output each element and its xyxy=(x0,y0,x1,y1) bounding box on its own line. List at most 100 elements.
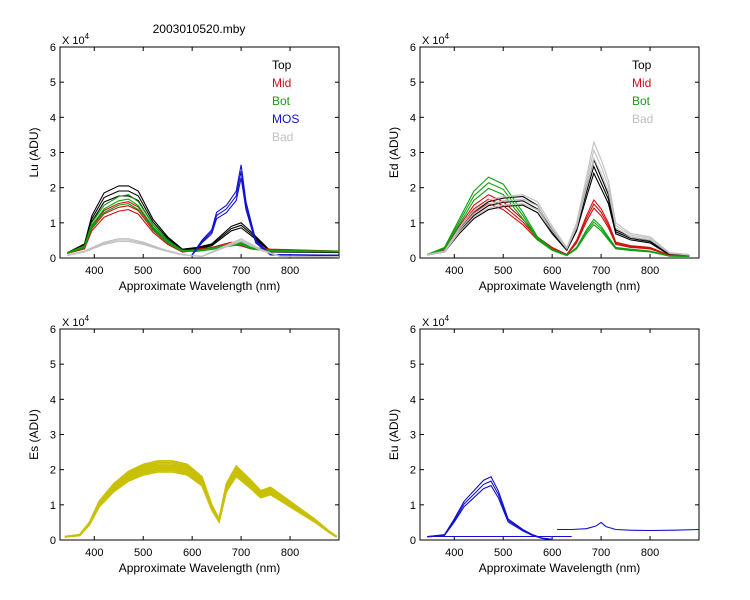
ed-series-bad xyxy=(427,148,690,256)
lu-series-mid xyxy=(67,201,339,254)
ed-xtick-label: 800 xyxy=(641,265,659,277)
es-ytick-label: 5 xyxy=(50,359,56,371)
eu-xtick-label: 800 xyxy=(641,547,659,559)
es-xlabel: Approximate Wavelength (nm) xyxy=(119,561,281,575)
ed-ytick-label: 2 xyxy=(410,183,416,195)
eu-panel: 0 1 2 3 4 5 6 400 500 600 700 800 X 104 Approximate W… xyxy=(387,314,700,575)
eu-series-eu xyxy=(427,480,553,540)
ed-series-top xyxy=(427,164,690,256)
ed-series-mid xyxy=(427,202,690,257)
lu-xtick-label: 800 xyxy=(281,265,299,277)
ed-xlabel: Approximate Wavelength (nm) xyxy=(479,279,641,293)
lu-series-top xyxy=(67,190,339,254)
es-ylabel: Es (ADU) xyxy=(27,409,41,460)
lu-legend-bot: Bot xyxy=(272,94,291,108)
lu-legend-mid: Mid xyxy=(272,76,291,90)
lu-ytick-label: 3 xyxy=(50,148,56,160)
eu-ytick-label: 3 xyxy=(410,430,416,442)
lu-series-mid xyxy=(67,209,339,255)
lu-panel: 0 1 2 3 4 5 6 400 500 600 700 800 X 104 Approximate W… xyxy=(27,32,340,293)
lu-ytick-label: 0 xyxy=(50,253,56,265)
eu-ytick-label: 6 xyxy=(410,324,416,336)
ed-legend-mid: Mid xyxy=(632,76,651,90)
lu-xtick-label: 400 xyxy=(85,265,103,277)
ed-legend-bot: Bot xyxy=(632,94,651,108)
lu-xtick-label: 600 xyxy=(183,265,201,277)
eu-xtick-label: 400 xyxy=(445,547,463,559)
ed-xtick-label: 500 xyxy=(494,265,512,277)
eu-exponent-label: X 104 xyxy=(422,314,450,329)
es-ytick-label: 3 xyxy=(50,430,56,442)
eu-xtick-label: 600 xyxy=(543,547,561,559)
eu-xtick-label: 700 xyxy=(592,547,610,559)
es-ytick-label: 4 xyxy=(50,394,56,406)
es-exponent-label: X 104 xyxy=(62,314,90,329)
ed-ytick-label: 3 xyxy=(410,148,416,160)
lu-series-bot xyxy=(67,198,339,254)
lu-ytick-label: 2 xyxy=(50,183,56,195)
eu-ytick-label: 1 xyxy=(410,500,416,512)
es-xtick-label: 800 xyxy=(281,547,299,559)
ed-series-bad xyxy=(427,156,690,256)
ed-xtick-label: 400 xyxy=(445,265,463,277)
lu-series-bot xyxy=(67,203,339,255)
ed-legend-bad: Bad xyxy=(632,112,653,126)
lu-xtick-label: 500 xyxy=(134,265,152,277)
ed-ytick-label: 5 xyxy=(410,77,416,89)
lu-series-mos xyxy=(191,164,339,256)
ed-series-top xyxy=(427,171,690,257)
es-series-es xyxy=(64,471,338,538)
lu-series-bot xyxy=(67,194,339,254)
es-xtick-label: 500 xyxy=(134,547,152,559)
lu-legend-bad: Bad xyxy=(272,130,293,144)
lu-ytick-label: 5 xyxy=(50,77,56,89)
es-ytick-label: 2 xyxy=(50,465,56,477)
lu-xtick-label: 700 xyxy=(232,265,250,277)
es-panel: 0 1 2 3 4 5 6 400 500 600 700 800 X 104 Approximate W… xyxy=(27,314,340,575)
lu-ytick-label: 1 xyxy=(50,218,56,230)
ed-ylabel: Ed (ADU) xyxy=(387,127,401,178)
ed-ytick-label: 4 xyxy=(410,112,416,124)
lu-legend-mos: MOS xyxy=(272,112,299,126)
lu-series-top xyxy=(67,185,339,254)
ed-ytick-label: 0 xyxy=(410,253,416,265)
eu-ytick-label: 5 xyxy=(410,359,416,371)
lu-exponent-power: 4 xyxy=(85,32,90,41)
lu-series-mos xyxy=(191,171,339,256)
es-xtick-label: 600 xyxy=(183,547,201,559)
ed-exponent-power: 4 xyxy=(445,32,450,41)
es-xtick-label: 400 xyxy=(85,547,103,559)
ed-legend-top: Top xyxy=(632,58,652,72)
lu-series-mos xyxy=(191,177,339,257)
lu-legend-top: Top xyxy=(272,58,292,72)
ed-series-bad xyxy=(427,140,690,256)
ed-xtick-label: 600 xyxy=(543,265,561,277)
ed-ytick-label: 1 xyxy=(410,218,416,230)
es-ytick-label: 6 xyxy=(50,324,56,336)
eu-ytick-label: 0 xyxy=(410,535,416,547)
ed-panel: 0 1 2 3 4 5 6 400 500 600 700 800 X 104 Approximate W… xyxy=(387,32,700,293)
ed-exponent-label: X 104 xyxy=(422,32,450,47)
es-ytick-label: 1 xyxy=(50,500,56,512)
eu-series-eu-red xyxy=(557,521,699,532)
eu-ytick-label: 2 xyxy=(410,465,416,477)
figure-title: 2003010520.mby xyxy=(153,22,246,36)
ed-series-bot xyxy=(427,187,690,258)
es-xtick-label: 700 xyxy=(232,547,250,559)
lu-ytick-label: 4 xyxy=(50,112,56,124)
eu-xtick-label: 500 xyxy=(494,547,512,559)
es-ytick-label: 0 xyxy=(50,535,56,547)
ed-series-bot xyxy=(427,176,690,257)
es-exponent-power: 4 xyxy=(85,314,90,323)
eu-ylabel: Eu (ADU) xyxy=(387,409,401,460)
lu-plot-frame xyxy=(59,46,340,259)
lu-ylabel: Lu (ADU) xyxy=(27,127,41,177)
lu-series-bad xyxy=(67,240,339,258)
eu-exponent-power: 4 xyxy=(445,314,450,323)
eu-xlabel: Approximate Wavelength (nm) xyxy=(479,561,641,575)
eu-series-eu xyxy=(427,484,553,540)
eu-ytick-label: 4 xyxy=(410,394,416,406)
ed-ytick-label: 6 xyxy=(410,42,416,54)
